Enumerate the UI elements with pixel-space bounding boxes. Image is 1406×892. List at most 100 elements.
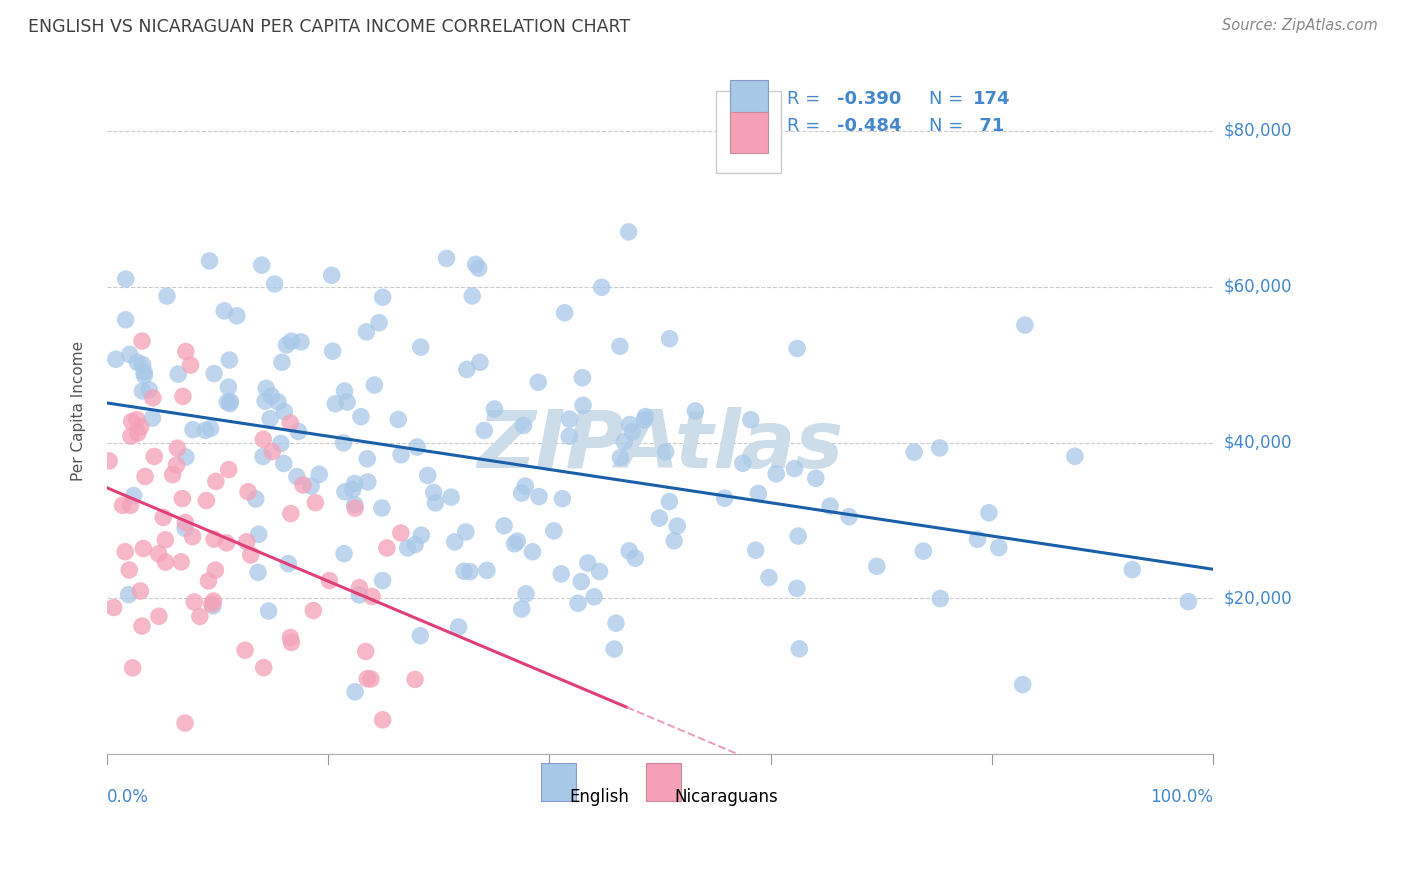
Point [510,486,533,500]
Point [591,280,613,294]
Point [225,309,247,323]
Point [527,376,550,390]
Point [409,629,432,643]
Point [172,389,194,403]
Point [195,493,218,508]
Text: N =: N = [928,117,969,135]
Point [912,544,935,558]
Point [903,445,925,459]
Point [152,510,174,524]
Point [740,413,762,427]
Point [257,604,280,618]
Text: N =: N = [928,90,969,108]
Point [658,332,681,346]
Text: R =: R = [787,90,827,108]
Point [290,334,312,349]
Point [571,370,593,384]
Point [634,409,657,424]
Point [371,713,394,727]
Point [389,525,412,540]
Point [120,498,142,512]
Point [484,401,506,416]
Point [204,563,226,577]
Text: $80,000: $80,000 [1225,122,1292,140]
Point [280,631,302,645]
Point [200,421,222,435]
Point [253,660,276,674]
Point [515,587,537,601]
Point [786,342,808,356]
Text: R =: R = [787,117,827,135]
Point [114,272,136,286]
Point [558,429,581,443]
Point [239,548,262,562]
Point [789,641,811,656]
Text: -0.390: -0.390 [837,90,901,108]
Point [619,417,641,432]
Text: 100.0%: 100.0% [1150,789,1213,806]
Point [141,411,163,425]
Point [425,496,447,510]
Point [273,405,295,419]
Point [333,484,356,499]
Point [250,258,273,272]
Point [138,383,160,397]
Point [181,530,204,544]
Point [245,491,267,506]
Point [180,358,202,372]
Y-axis label: Per Capita Income: Per Capita Income [72,342,86,482]
Point [356,451,378,466]
Point [202,367,225,381]
Point [422,485,444,500]
Point [174,516,197,530]
Point [387,412,409,426]
Point [260,389,283,403]
Point [174,716,197,731]
Point [354,644,377,658]
Point [624,551,647,566]
Point [172,491,194,506]
Point [333,384,356,398]
Point [114,545,136,559]
Point [252,450,274,464]
Point [127,355,149,369]
Point [522,545,544,559]
Point [621,425,644,439]
Point [866,559,889,574]
Point [633,413,655,427]
Point [357,475,380,489]
Point [181,423,204,437]
Point [247,566,270,580]
Point [299,479,322,493]
Point [443,534,465,549]
Point [404,673,426,687]
Point [440,490,463,504]
Point [162,467,184,482]
Point [263,277,285,291]
Point [134,469,156,483]
Point [550,566,572,581]
Point [131,358,153,372]
Point [411,528,433,542]
Point [515,479,537,493]
Point [323,397,346,411]
Point [98,454,121,468]
Text: 71: 71 [973,117,1004,135]
Point [929,591,952,606]
Point [132,541,155,556]
Point [368,316,391,330]
Point [318,574,340,588]
Point [131,334,153,348]
Point [333,547,356,561]
Point [280,635,302,649]
Point [363,378,385,392]
Point [569,574,592,589]
Point [350,409,373,424]
Point [201,599,224,613]
Point [280,507,302,521]
Point [155,533,177,547]
Point [456,362,478,376]
Point [605,616,627,631]
Point [654,445,676,459]
Point [111,498,134,512]
